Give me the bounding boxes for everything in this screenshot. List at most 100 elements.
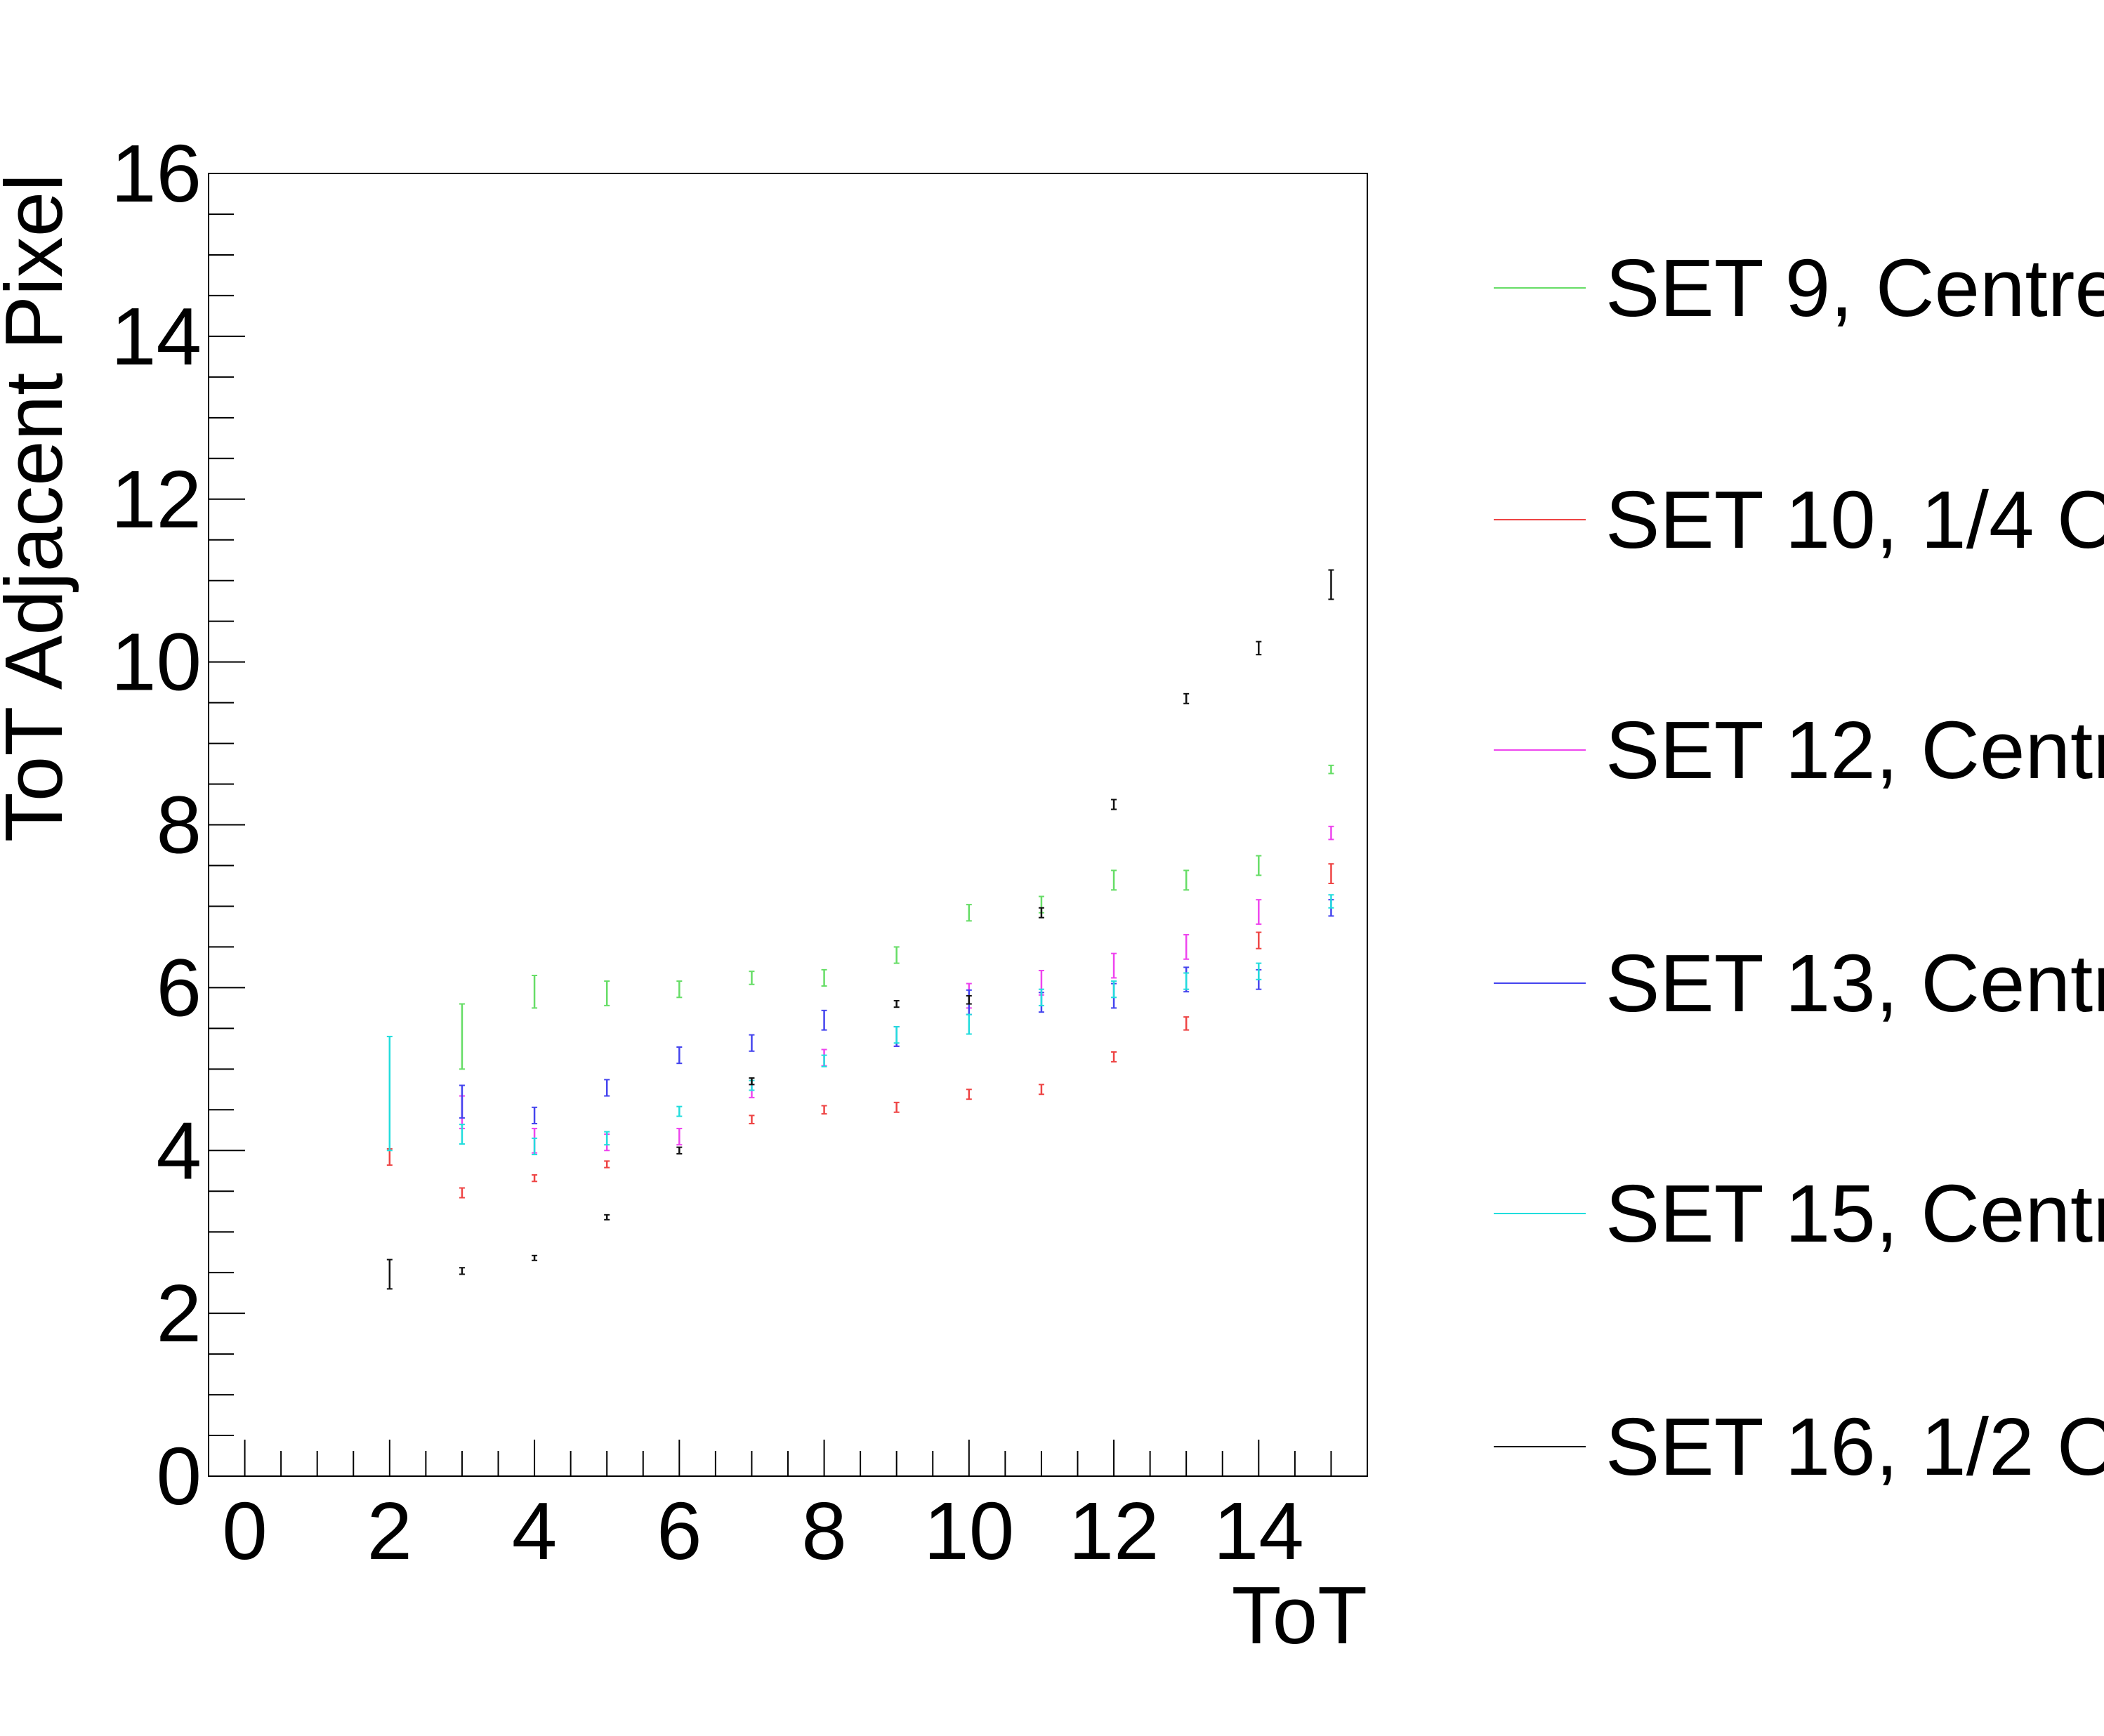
data-point xyxy=(532,974,538,1009)
legend-item: SET 13, Centr xyxy=(1494,938,2104,1029)
data-point xyxy=(604,1214,610,1221)
data-point xyxy=(821,1054,827,1067)
legend-label: SET 10, 1/4 C xyxy=(1605,474,2104,565)
legend-label: SET 15, Centr xyxy=(1605,1168,2104,1259)
data-point xyxy=(1256,899,1262,925)
series-6 xyxy=(386,569,1334,1290)
data-point xyxy=(459,1084,465,1119)
series-1 xyxy=(459,764,1334,1070)
data-point xyxy=(893,999,900,1008)
x-tick-label: 6 xyxy=(657,1485,702,1577)
data-point xyxy=(532,1137,538,1156)
data-point xyxy=(966,1013,972,1035)
x-tick-label: 8 xyxy=(801,1485,847,1577)
plot-frame xyxy=(208,173,1368,1477)
data-point xyxy=(1328,894,1334,909)
x-tick-label: 12 xyxy=(1069,1485,1159,1577)
data-point xyxy=(1328,569,1334,600)
data-point xyxy=(893,1026,900,1044)
data-point xyxy=(676,1046,683,1065)
data-point xyxy=(1111,980,1117,999)
series-5 xyxy=(386,894,1334,1156)
data-point xyxy=(1111,798,1117,810)
data-point xyxy=(1183,1016,1190,1031)
data-point xyxy=(1328,764,1334,775)
series-2 xyxy=(386,863,1334,1199)
data-point xyxy=(676,980,683,999)
y-tick-label: 0 xyxy=(156,1431,202,1522)
data-point xyxy=(676,1146,683,1155)
data-point xyxy=(1256,640,1262,656)
data-point xyxy=(821,968,827,987)
legend-label: SET 16, 1/2 C xyxy=(1605,1401,2104,1492)
legend-item: SET 15, Centr xyxy=(1494,1168,2104,1259)
data-point xyxy=(386,1035,393,1152)
y-tick-label: 16 xyxy=(111,128,202,219)
data-point xyxy=(1256,962,1262,980)
data-point xyxy=(532,1106,538,1124)
x-tick-label: 0 xyxy=(222,1485,268,1577)
data-point xyxy=(966,994,972,1005)
data-point xyxy=(966,1089,972,1100)
y-tick-label: 10 xyxy=(111,617,202,708)
y-tick-label: 2 xyxy=(156,1268,202,1359)
data-point xyxy=(821,1009,827,1031)
data-point xyxy=(1038,988,1044,1006)
x-tick-label: 2 xyxy=(367,1485,413,1577)
data-point xyxy=(1111,952,1117,979)
data-point xyxy=(1111,869,1117,891)
series-layer xyxy=(386,569,1334,1290)
data-point xyxy=(1183,869,1190,891)
data-point xyxy=(749,1034,755,1052)
data-point xyxy=(459,1187,465,1199)
data-point xyxy=(749,971,755,985)
data-point xyxy=(532,1174,538,1183)
legend-item: SET 9, Centre xyxy=(1494,242,2104,334)
y-tick-label: 14 xyxy=(111,291,202,382)
data-point xyxy=(532,1254,538,1261)
data-point xyxy=(386,1258,393,1290)
data-point xyxy=(386,1148,393,1166)
series-4 xyxy=(459,899,1334,1124)
y-axis: 0 2 4 6 8 10 12 14 16 xyxy=(111,128,245,1522)
y-tick-label: 12 xyxy=(111,454,202,545)
legend-item: SET 16, 1/2 C xyxy=(1494,1401,2104,1492)
data-point xyxy=(749,1114,755,1124)
y-axis-label: ToT Adjacent Pixel xyxy=(0,173,79,842)
data-point xyxy=(893,946,900,964)
data-point xyxy=(459,1124,465,1145)
x-tick-label: 4 xyxy=(512,1485,558,1577)
data-point xyxy=(749,1077,755,1086)
data-point xyxy=(459,1267,465,1275)
legend: SET 9, Centre SET 10, 1/4 C SET 12, Centr S… xyxy=(1494,242,2104,1492)
data-point xyxy=(459,1003,465,1070)
x-axis-label: ToT xyxy=(1232,1570,1367,1661)
data-point xyxy=(1038,907,1044,919)
data-point xyxy=(893,1101,900,1113)
data-point xyxy=(1111,1051,1117,1063)
y-tick-label: 6 xyxy=(156,942,202,1033)
data-point xyxy=(1183,972,1190,990)
data-point xyxy=(1038,1084,1044,1096)
legend-item: SET 10, 1/4 C xyxy=(1494,474,2104,565)
data-point xyxy=(676,1127,683,1146)
data-point xyxy=(604,1079,610,1097)
data-point xyxy=(966,904,972,922)
legend-label: SET 12, Centr xyxy=(1605,704,2104,796)
data-point xyxy=(1328,863,1334,884)
data-point xyxy=(1183,934,1190,960)
x-tick-label: 14 xyxy=(1214,1485,1304,1577)
y-tick-label: 8 xyxy=(156,780,202,871)
data-point xyxy=(604,1160,610,1169)
y-tick-label: 4 xyxy=(156,1105,202,1196)
data-point xyxy=(821,1105,827,1115)
data-point xyxy=(676,1105,683,1117)
data-point xyxy=(604,1131,610,1146)
data-point xyxy=(1256,855,1262,876)
legend-label: SET 13, Centr xyxy=(1605,938,2104,1029)
data-point xyxy=(1328,825,1334,841)
legend-label: SET 9, Centre xyxy=(1605,242,2104,334)
x-axis: 0 2 4 6 8 10 12 14 xyxy=(222,1440,1332,1577)
data-point xyxy=(1256,931,1262,949)
